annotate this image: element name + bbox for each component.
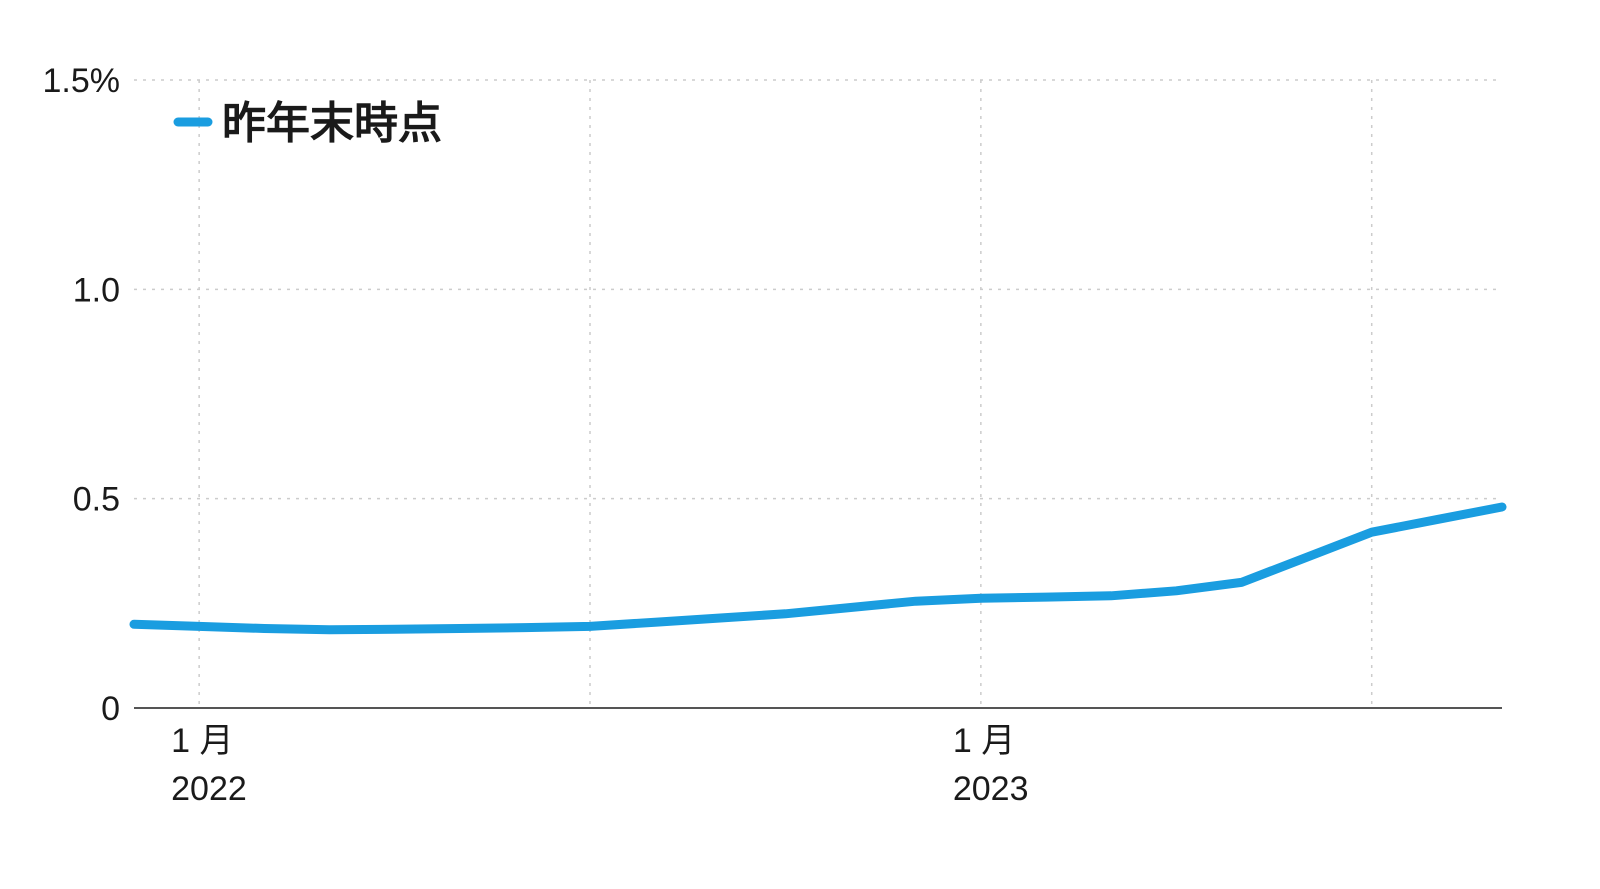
x-tick-label-month: 1 月 xyxy=(953,722,1015,760)
legend-label: 昨年末時点 xyxy=(222,99,442,148)
series xyxy=(134,507,1502,630)
y-tick-label: 0 xyxy=(101,690,120,728)
series-line xyxy=(134,507,1502,630)
y-tick-label: 0.5 xyxy=(73,481,120,519)
x-tick-label-year: 2023 xyxy=(953,770,1029,808)
x-tick-label-month: 1 月 xyxy=(171,722,233,760)
legend: 昨年末時点 xyxy=(178,99,442,148)
x-tick-label-year: 2022 xyxy=(171,770,247,808)
tick-labels: 0 0.5 1.0 1.5% 1 月 2022 1 月 2023 xyxy=(43,62,1029,808)
y-tick-label: 1.0 xyxy=(73,271,120,309)
y-tick-label: 1.5% xyxy=(43,62,121,100)
